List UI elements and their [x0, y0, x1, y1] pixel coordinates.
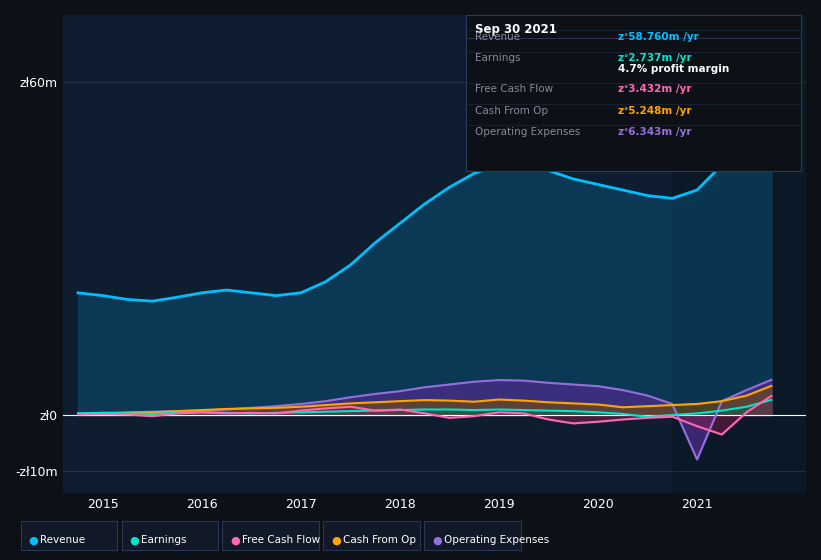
- Text: ●: ●: [332, 535, 342, 545]
- Bar: [672, 15, 806, 493]
- Text: Operating Expenses: Operating Expenses: [444, 535, 549, 545]
- Text: 4.7% profit margin: 4.7% profit margin: [618, 64, 730, 74]
- Text: ●: ●: [29, 535, 39, 545]
- Text: Cash From Op: Cash From Op: [343, 535, 416, 545]
- Text: Revenue: Revenue: [475, 32, 520, 42]
- Text: zᐤ2.737m /yr: zᐤ2.737m /yr: [618, 53, 692, 63]
- Text: Operating Expenses: Operating Expenses: [475, 127, 580, 137]
- Text: Sep 30 2021: Sep 30 2021: [475, 23, 557, 36]
- Text: Free Cash Flow: Free Cash Flow: [242, 535, 320, 545]
- Text: Earnings: Earnings: [141, 535, 186, 545]
- Text: ●: ●: [130, 535, 140, 545]
- Text: Revenue: Revenue: [40, 535, 85, 545]
- Text: zᐤ5.248m /yr: zᐤ5.248m /yr: [618, 106, 692, 116]
- Text: ●: ●: [231, 535, 241, 545]
- Text: Cash From Op: Cash From Op: [475, 106, 548, 116]
- Text: Earnings: Earnings: [475, 53, 520, 63]
- Text: ●: ●: [433, 535, 443, 545]
- Text: Free Cash Flow: Free Cash Flow: [475, 85, 553, 95]
- Text: zᐤ3.432m /yr: zᐤ3.432m /yr: [618, 85, 692, 95]
- Text: zᐤ6.343m /yr: zᐤ6.343m /yr: [618, 127, 692, 137]
- Text: zᐤ58.760m /yr: zᐤ58.760m /yr: [618, 32, 699, 42]
